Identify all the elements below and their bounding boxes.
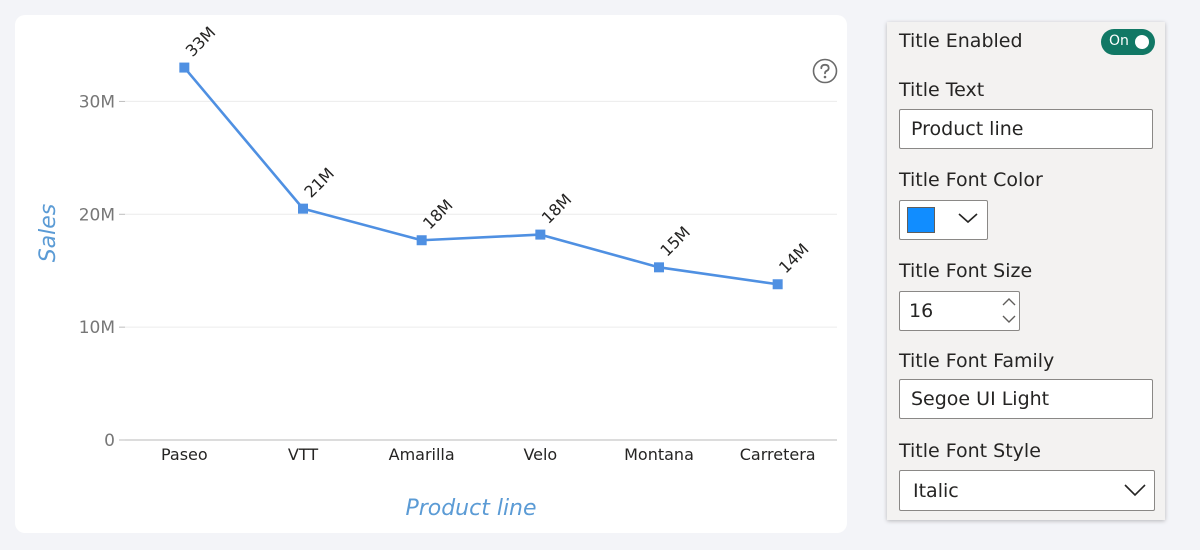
color-swatch [907,207,935,233]
y-tick-label: 20M [79,205,115,225]
data-label: 21M [300,164,338,202]
data-label: 33M [182,23,220,61]
chevron-down-icon [1124,484,1146,497]
y-tick-label: 10M [79,318,115,338]
data-label: 14M [775,239,813,277]
font-style-value: Italic [913,480,959,502]
x-tick-label: Paseo [161,445,208,464]
format-panel: Title Enabled On Title Text Title Font C… [887,22,1165,520]
help-icon[interactable] [812,58,838,84]
y-tick-label: 0 [104,431,115,451]
data-label: 18M [538,190,576,228]
data-point [179,62,190,73]
font-color-picker[interactable] [899,200,988,240]
x-axis-title: Product line [405,496,536,521]
font-size-stepper[interactable]: 16 [899,291,1020,331]
data-label: 15M [656,223,694,261]
chevron-up-icon[interactable] [1000,294,1018,310]
x-tick-label: Amarilla [389,445,455,464]
data-point [298,203,308,214]
data-point [772,279,783,290]
x-tick-label: Montana [624,445,694,464]
title-font-color-label: Title Font Color [899,169,1043,191]
title-text-input[interactable] [899,109,1153,149]
title-font-style-label: Title Font Style [899,440,1041,462]
data-label: 18M [419,195,457,233]
font-style-select[interactable]: Italic [899,470,1155,511]
data-point [654,262,664,273]
series-line [183,66,778,286]
chevron-down-icon [958,213,978,224]
title-enabled-toggle[interactable]: On [1101,29,1155,55]
title-font-size-label: Title Font Size [899,260,1033,282]
x-tick-label: VTT [288,445,318,464]
toggle-knob [1135,35,1149,49]
line-chart: 0 10M 20M 30M Paseo VTT Amarilla Velo Montana Car… [36,23,837,521]
y-tick-label: 30M [79,92,115,112]
x-tick-label: Carretera [740,445,816,464]
x-tick-label: Velo [523,445,557,464]
title-text-label: Title Text [899,79,985,101]
font-family-input[interactable] [899,379,1153,419]
data-point [416,235,427,246]
title-enabled-label: Title Enabled [899,30,1023,52]
toggle-state-label: On [1109,33,1129,49]
chart-card: 0 10M 20M 30M Paseo VTT Amarilla Velo Montana Car… [15,15,847,533]
title-font-family-label: Title Font Family [899,350,1055,372]
y-axis-title: Sales [36,204,61,263]
data-point [535,229,546,240]
chevron-down-icon[interactable] [1000,311,1018,327]
font-size-value: 16 [909,300,934,322]
